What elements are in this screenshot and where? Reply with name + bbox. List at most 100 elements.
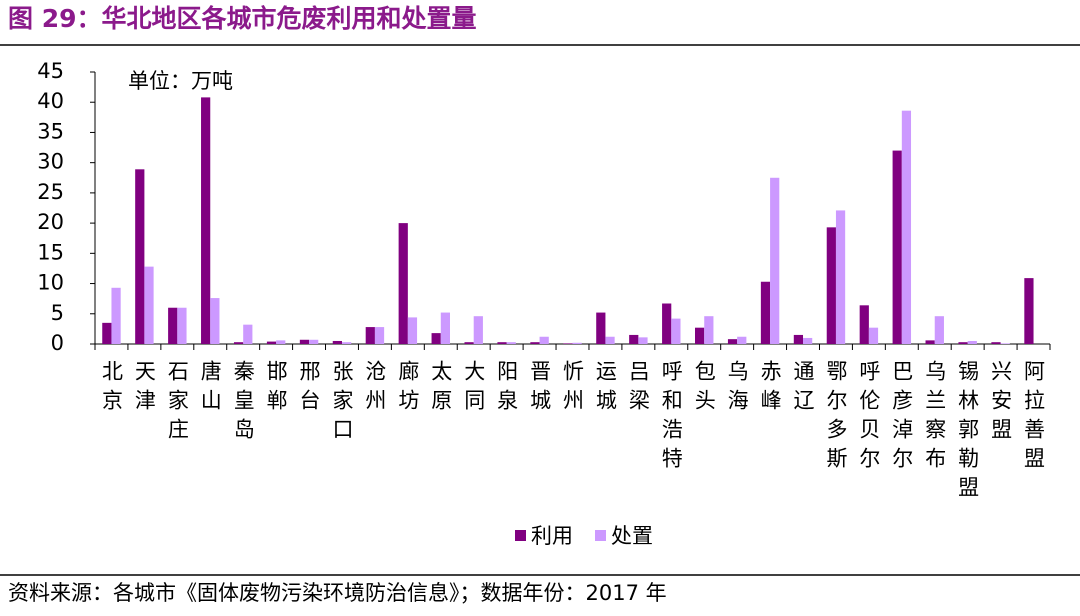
x-tick-label: 张家口 (330, 360, 354, 447)
x-tick-label: 阳泉 (495, 360, 519, 418)
x-tick-label: 赤峰 (758, 360, 782, 418)
bar (958, 342, 968, 344)
x-tick-label: 乌兰察布 (923, 360, 947, 476)
bar (210, 298, 220, 344)
legend-label: 利用 (531, 524, 573, 548)
bar (276, 340, 286, 344)
bar (572, 342, 582, 344)
y-tick-label: 40 (37, 89, 64, 113)
x-tick-label: 鄂尔多斯 (824, 360, 848, 476)
bar (135, 169, 145, 344)
y-tick-label: 45 (37, 59, 64, 83)
bar (365, 327, 375, 344)
x-tick-label: 锡林郭勒盟 (956, 360, 980, 505)
x-tick-label: 北京 (99, 360, 123, 418)
x-tick-label: 沧州 (363, 360, 387, 418)
bar (539, 336, 549, 344)
y-tick-label: 35 (37, 119, 64, 143)
bar (473, 316, 483, 344)
bar (1000, 343, 1010, 344)
x-tick-label: 大同 (462, 360, 486, 418)
bar (309, 339, 319, 344)
bar (431, 333, 441, 344)
bar (266, 341, 277, 344)
x-tick-label: 通辽 (791, 360, 815, 418)
y-tick-label: 0 (51, 331, 64, 355)
bar (925, 340, 935, 344)
bar (991, 342, 1001, 344)
bar (374, 327, 385, 344)
bar (398, 223, 408, 344)
bar (506, 342, 516, 344)
bar (662, 303, 672, 344)
x-tick-label: 乌海 (725, 360, 749, 418)
bar (629, 334, 639, 344)
bar (407, 317, 418, 344)
x-tick-label: 呼和浩特 (659, 360, 683, 476)
bar (332, 340, 342, 344)
bar (440, 312, 450, 344)
x-tick-label: 晋城 (528, 360, 552, 418)
bar (464, 342, 474, 344)
x-tick-label: 石家庄 (165, 360, 189, 447)
bar (901, 110, 912, 344)
bar (770, 177, 780, 344)
bar (243, 324, 253, 344)
y-tick-label: 15 (37, 240, 64, 264)
bar (803, 337, 813, 344)
bar (201, 97, 211, 345)
source-note: 资料来源：各城市《固体废物污染环境防治信息》；数据年份：2017 年 (8, 581, 667, 605)
bar (102, 322, 112, 344)
bar (1024, 278, 1034, 344)
bar (704, 316, 714, 344)
bar (177, 307, 187, 344)
bar (341, 342, 352, 344)
legend-swatch (515, 530, 526, 541)
bar (737, 336, 747, 344)
bar (563, 343, 573, 344)
bar (892, 150, 902, 344)
bar (299, 339, 310, 344)
bar (233, 342, 244, 344)
x-tick-label: 包头 (692, 360, 716, 418)
x-tick-label: 邯郸 (264, 360, 288, 418)
x-tick-label: 兴安盟 (989, 360, 1013, 447)
bar (793, 334, 804, 344)
bar (596, 312, 606, 344)
bar (671, 318, 681, 344)
bar (727, 339, 738, 344)
bar (144, 266, 154, 344)
bar (638, 337, 648, 344)
x-tick-label: 廊坊 (396, 360, 420, 418)
x-tick-label: 运城 (593, 360, 617, 418)
bar (760, 281, 771, 344)
chart-title: 图 29：华北地区各城市危废利用和处置量 (8, 4, 477, 33)
unit-label: 单位：万吨 (128, 69, 233, 93)
x-tick-label: 巴彦淖尔 (890, 360, 914, 476)
x-tick-label: 太原 (429, 360, 453, 418)
bar (605, 336, 615, 344)
bar (826, 227, 836, 344)
x-tick-label: 唐山 (198, 360, 222, 418)
x-tick-label: 阿拉善盟 (1022, 360, 1046, 476)
bar (868, 327, 879, 344)
y-tick-label: 30 (37, 150, 64, 174)
x-tick-label: 天津 (132, 360, 156, 418)
y-tick-label: 20 (37, 210, 64, 234)
y-tick-label: 10 (37, 271, 64, 295)
bar (695, 327, 705, 344)
bar (859, 305, 869, 344)
bar (934, 316, 944, 344)
legend-swatch (595, 530, 606, 541)
legend-label: 处置 (611, 524, 653, 548)
bar (530, 342, 540, 344)
bar (168, 307, 178, 344)
bar (111, 287, 121, 344)
x-tick-label: 邢台 (297, 360, 321, 418)
x-tick-label: 呼伦贝尔 (857, 360, 881, 476)
bar (497, 342, 507, 344)
x-tick-label: 忻州 (561, 360, 585, 418)
y-tick-label: 5 (51, 301, 64, 325)
y-tick-label: 25 (37, 180, 64, 204)
